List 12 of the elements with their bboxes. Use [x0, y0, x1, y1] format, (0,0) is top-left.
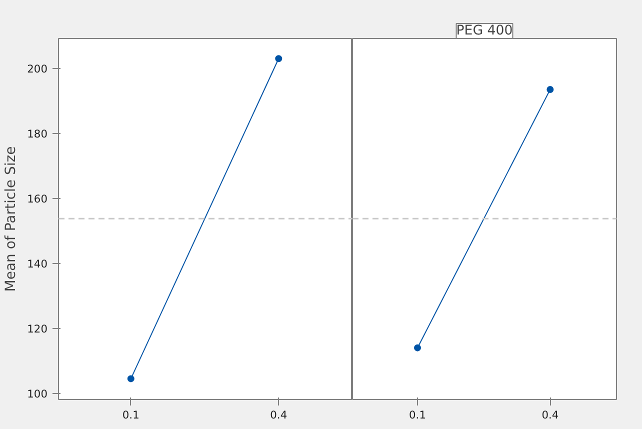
y-axis-title: Mean of Particle Size	[3, 146, 20, 292]
y-tick-label: 120	[27, 322, 48, 336]
y-tick-label: 140	[27, 257, 48, 270]
x-tick-label: 0.4	[542, 408, 559, 422]
y-tick-label: 200	[27, 62, 48, 76]
y-tick-label: 100	[27, 387, 48, 400]
x-tick-label: 0.4	[270, 408, 288, 422]
y-tick-label: 160	[27, 192, 48, 206]
x-tick-label: 0.1	[122, 408, 140, 422]
chart-title: PEG 400	[456, 24, 513, 38]
x-tick-label: 0.1	[409, 408, 426, 422]
y-tick-label: 180	[27, 127, 48, 140]
